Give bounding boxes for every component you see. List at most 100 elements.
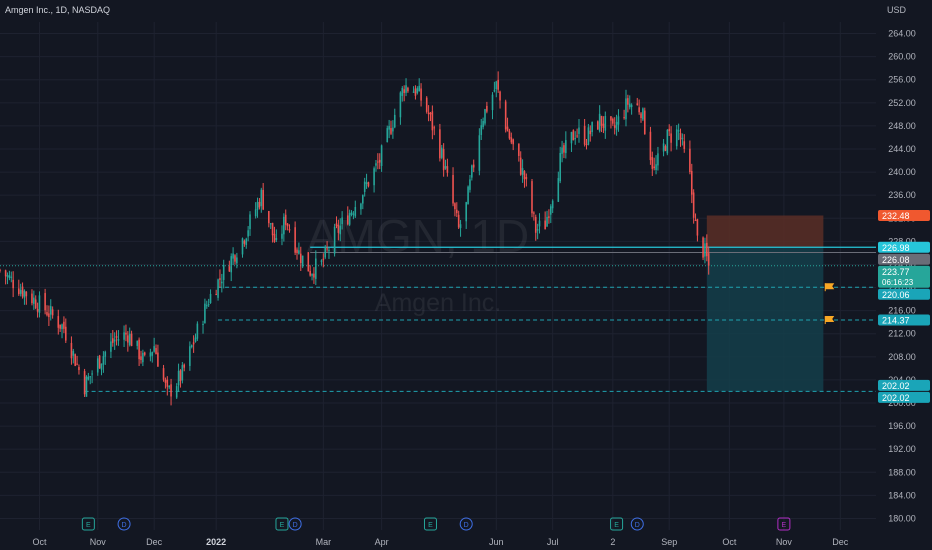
candle-body [627, 98, 629, 105]
candle-body [33, 297, 35, 304]
x-tick-label: Oct [722, 537, 737, 547]
candle-body [604, 116, 607, 131]
position-tool[interactable] [706, 215, 824, 392]
candle-body [578, 127, 580, 134]
candle-body [247, 230, 249, 237]
event-marker-label: E [428, 522, 433, 529]
candle-body [638, 107, 640, 113]
candle-body [76, 363, 78, 365]
candle-body [183, 364, 186, 368]
candle-body [83, 371, 86, 395]
candle-body [454, 203, 456, 210]
candle-body [341, 217, 343, 225]
candle-body [362, 195, 364, 204]
candle-body [613, 125, 616, 128]
earnings-icon[interactable] [423, 517, 437, 531]
candle-body [258, 201, 261, 208]
candle-body [271, 222, 274, 236]
candle-body [365, 182, 368, 185]
price-label-text: 232.48 [882, 211, 910, 221]
candle-body [269, 223, 272, 225]
candle-body [12, 279, 14, 289]
candle-body [339, 225, 342, 235]
price-label-box [878, 241, 930, 253]
candle-body [465, 202, 467, 222]
candle-body [538, 220, 541, 227]
dividend-icon[interactable] [288, 517, 302, 531]
price-label-box [878, 253, 930, 265]
candle-body [281, 233, 283, 239]
candle-body [482, 121, 484, 127]
price-label-text: 220.06 [882, 290, 910, 300]
candle-body [561, 147, 563, 154]
y-tick-label: 236.00 [888, 190, 916, 200]
candle-body [85, 376, 88, 397]
price-label-box [878, 391, 930, 403]
candle-body [440, 147, 443, 158]
candle-body [87, 376, 90, 380]
alert-flag-icon[interactable] [825, 283, 835, 290]
earnings-icon[interactable] [81, 517, 95, 531]
symbol-title[interactable]: Amgen Inc., 1D, NASDAQ [5, 5, 110, 15]
take-profit-zone[interactable] [706, 247, 824, 392]
candle-body [309, 270, 311, 276]
candle-body [4, 270, 7, 277]
countdown-label-text: 06:16:23 [882, 278, 914, 287]
candle-body [386, 128, 389, 143]
candle-body [519, 157, 522, 175]
candle-body [506, 126, 509, 132]
earnings-icon[interactable] [610, 517, 624, 531]
candle-body [221, 281, 223, 284]
candle-body [328, 250, 330, 252]
alert-flags[interactable] [824, 283, 835, 325]
candle-body [204, 303, 206, 324]
candle-body [472, 164, 475, 168]
candle-body [401, 87, 404, 96]
candle-body [98, 355, 101, 369]
candle-body [38, 295, 41, 313]
candle-body [128, 333, 131, 345]
y-tick-label: 216.00 [888, 306, 916, 316]
dividend-icon[interactable] [117, 517, 131, 531]
candle-body [283, 216, 285, 235]
candle-body [393, 114, 396, 128]
earnings-icon[interactable] [777, 517, 791, 531]
candle-body [89, 376, 92, 378]
dividend-icon[interactable] [459, 517, 473, 531]
candle-body [392, 127, 394, 132]
candle-body [63, 321, 65, 329]
candle-body [459, 224, 462, 229]
dividend-icon[interactable] [630, 517, 644, 531]
alert-flag-icon[interactable] [825, 316, 835, 323]
candle-body [49, 306, 52, 315]
candle-body [420, 88, 422, 101]
time-axis[interactable]: Oct Nov Dec 2022 Mar Apr Jun Jul 2 Sep Oct Nov Dec [32, 537, 848, 547]
event-marker-label: E [782, 522, 787, 529]
candle-body [299, 253, 302, 263]
watermark-name: Amgen Inc. [375, 289, 501, 317]
horizontal-lines[interactable] [0, 246, 876, 392]
earnings-icon[interactable] [275, 517, 289, 531]
candle-body [512, 139, 514, 145]
y-tick-label: 244.00 [888, 144, 916, 154]
candle-body [288, 229, 291, 231]
candle-body [407, 87, 409, 92]
candle-body [8, 275, 11, 279]
x-tick-label: Mar [316, 537, 332, 547]
candle-body [335, 223, 338, 227]
candle-body [243, 240, 246, 244]
candle-body [209, 293, 212, 304]
candle-body [585, 143, 588, 145]
candle-body [610, 116, 612, 121]
y-tick-label: 240.00 [888, 167, 916, 177]
candle-body [115, 336, 118, 338]
watermark: AMGN, 1D Amgen Inc. [307, 210, 529, 317]
candle-body [495, 81, 498, 90]
candle-body [164, 379, 167, 383]
stop-loss-zone[interactable] [706, 215, 824, 248]
candle-body [683, 141, 686, 150]
candle-body [491, 94, 494, 111]
